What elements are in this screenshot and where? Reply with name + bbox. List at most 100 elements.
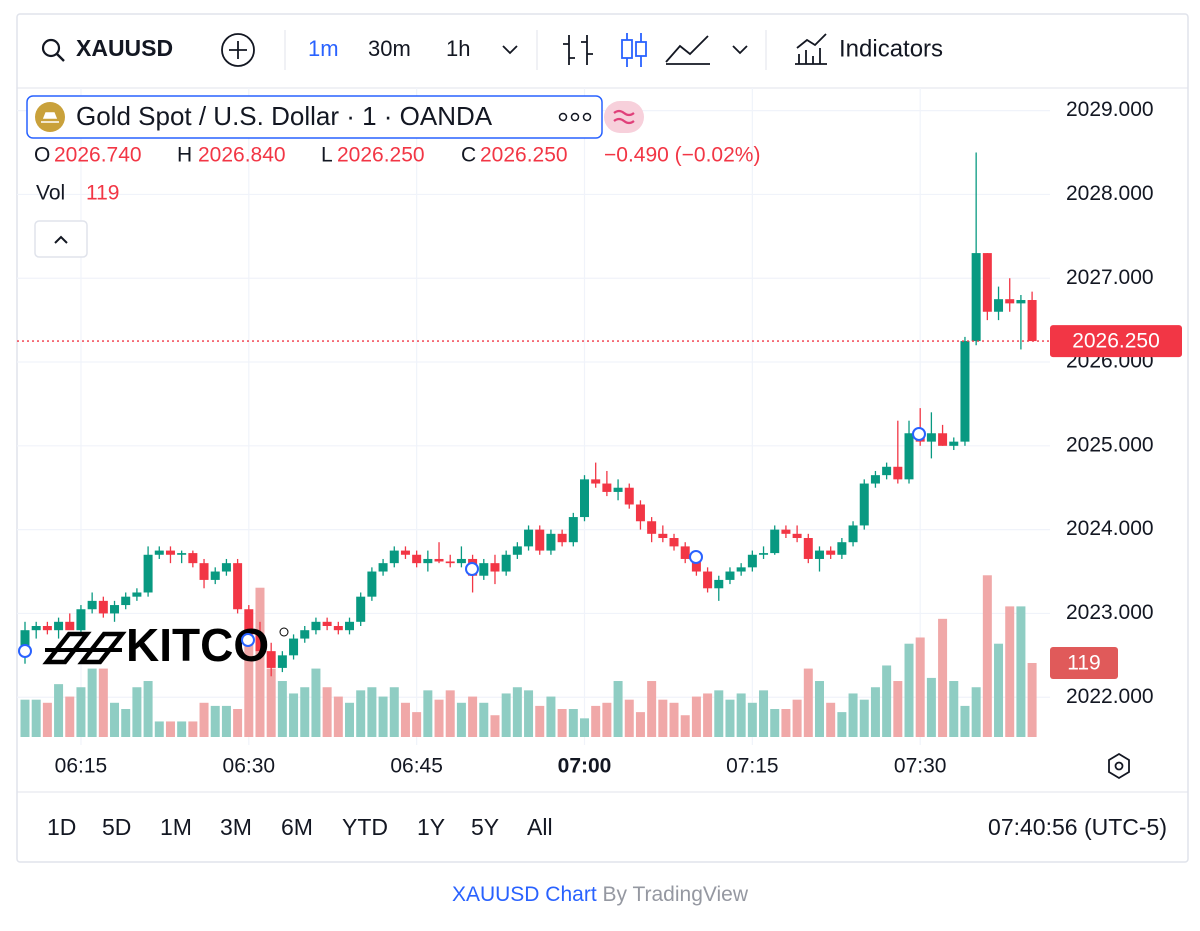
volume-bar [803,668,813,737]
range-button[interactable]: All [527,814,553,840]
volume-bar [680,715,690,737]
volume-bar [266,668,276,737]
volume-bar [882,665,892,737]
settings-icon [1114,761,1124,771]
settings-button[interactable] [1108,752,1130,780]
candle-icon-body [635,41,647,57]
volume-bar [591,705,601,737]
attribution-link[interactable]: XAUUSD Chart [452,883,597,906]
x-tick-label: 06:45 [390,755,443,778]
watermark-logo [42,631,127,665]
candle-body [165,550,175,555]
volume-bar [132,687,142,737]
volume-bar [725,699,735,737]
candle-body [1027,300,1037,342]
candle-body [580,479,589,518]
volume-bar [624,699,634,737]
range-button[interactable]: 3M [220,814,252,840]
volume-bar [479,702,489,737]
candle-body [524,529,534,547]
volume-bar [938,618,948,737]
candle-body [546,533,556,551]
interval-button[interactable]: 1h [446,36,470,61]
range-button[interactable]: 5D [102,814,131,840]
candle-body [870,475,880,484]
candle-body [434,558,444,562]
volume-bar [703,693,713,737]
range-button[interactable]: 1D [47,814,76,840]
legend-more[interactable] [558,112,592,122]
ohlc-label: L [321,144,333,167]
collapse-legend[interactable] [34,220,88,258]
volume-bar [837,712,847,737]
candle-body [121,596,131,606]
volume-bar [311,668,321,737]
range-button[interactable]: 1M [160,814,192,840]
candle-body [814,550,824,559]
volume-label: Vol [36,182,65,205]
style-dropdown[interactable] [732,45,748,55]
clock: 07:40:56 (UTC-5) [988,814,1167,840]
candle-body [87,600,97,610]
candle-body [535,529,545,551]
volume-bar [691,696,701,737]
volume-bar [635,712,645,737]
candle-body [557,533,567,543]
area-style-button[interactable] [665,35,710,65]
symbol-search[interactable]: XAUUSD [41,35,173,62]
volume-value: 119 [86,182,119,205]
candle-body [1016,300,1026,304]
legend-box[interactable] [26,95,603,139]
candle-body [949,441,959,446]
candle-body [647,521,657,534]
candle-body [635,504,645,522]
indicators-button[interactable]: Indicators [795,33,943,65]
bars-style-button[interactable] [563,35,593,65]
volume-bar [848,693,858,737]
candle-body [613,487,623,492]
volume-bar [389,687,399,737]
legend-title: Gold Spot / U.S. Dollar · 1 · OANDA [76,101,493,131]
candle-body [255,634,265,652]
interval-dropdown[interactable] [502,45,518,55]
candle-body [1005,299,1015,304]
candle-body [300,630,310,639]
candle-body [926,433,936,442]
candle-body [266,651,276,668]
market-status-icon [613,109,635,125]
candle-body [568,517,578,543]
volume-bar [255,587,265,737]
candle-body [759,553,769,555]
candle-body [960,341,970,442]
symbol[interactable]: XAUUSD [76,35,173,61]
volume-bar [221,705,231,737]
compare-button[interactable] [221,33,255,67]
event-markers[interactable] [18,427,926,658]
candle-body [882,466,892,476]
range-button[interactable]: 1Y [417,814,445,840]
candle-body [859,483,869,526]
y-tick-label: 2028.000 [1066,182,1154,205]
candle-body [65,621,75,631]
candle-body [345,621,355,631]
range-button[interactable]: YTD [342,814,388,840]
candle-body [490,563,500,572]
y-tick-label: 2023.000 [1066,601,1154,624]
candle-body [54,621,64,631]
interval-button[interactable]: 30m [368,36,411,61]
volume-bar [143,681,153,737]
market-status[interactable] [604,101,644,133]
candle-body [188,553,198,564]
volume-bar [915,637,925,737]
range-button[interactable]: 5Y [471,814,499,840]
collapse-icon [54,235,68,244]
volume-bar [289,693,299,737]
interval-button[interactable]: 1m [308,36,339,61]
candles-style-button[interactable] [621,33,647,67]
volume-bar [490,715,500,737]
candle-body [747,554,757,568]
ohlc-value: 2026.250 [480,144,568,167]
range-button[interactable]: 6M [281,814,313,840]
volume-bar [42,702,52,737]
